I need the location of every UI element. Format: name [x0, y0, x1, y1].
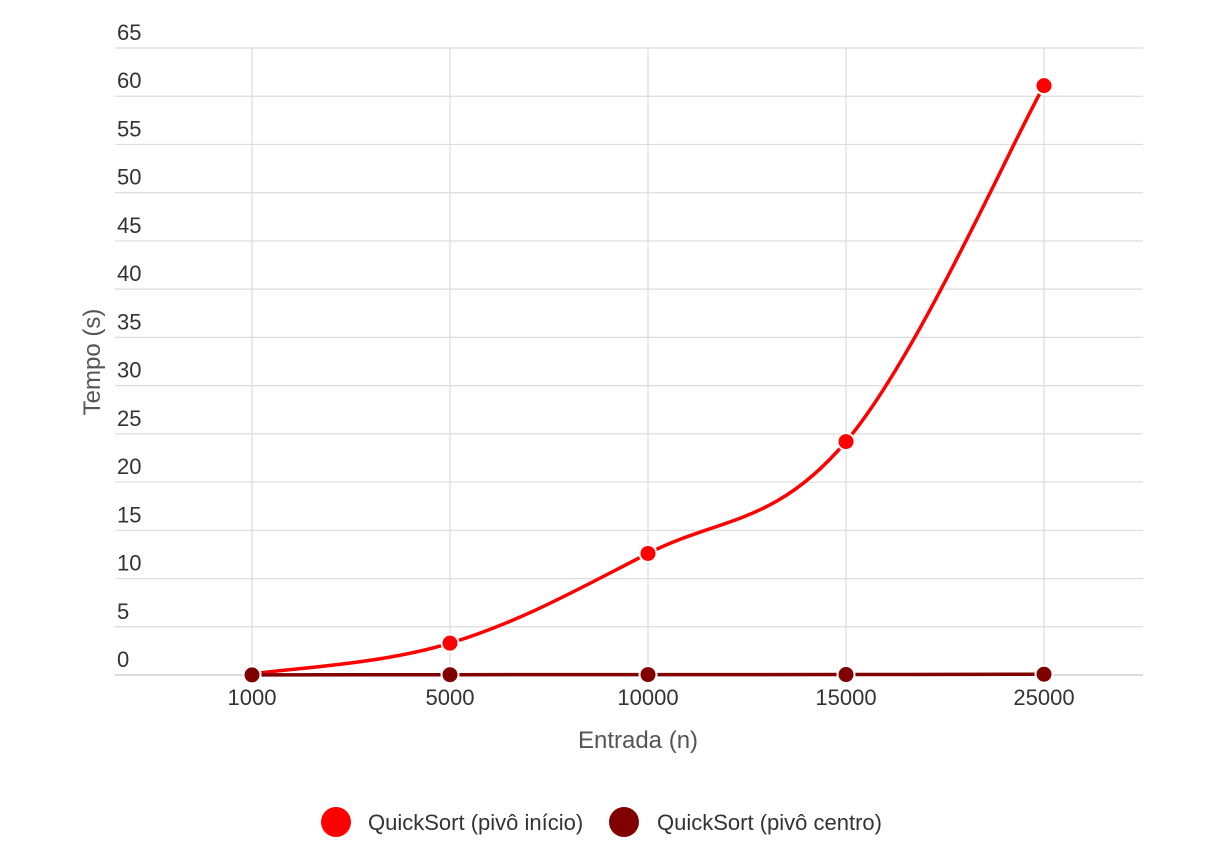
legend: QuickSort (pivô início) QuickSort (pivô …	[321, 807, 882, 837]
data-point-series-1[interactable]	[836, 432, 856, 452]
y-tick-label: 20	[117, 454, 141, 479]
data-point-series-1[interactable]	[1034, 76, 1054, 96]
x-tick-label: 10000	[617, 685, 678, 710]
legend-item-series-2[interactable]: QuickSort (pivô centro)	[609, 807, 882, 837]
x-axis-ticks: 1000 5000 10000 15000 25000	[228, 685, 1075, 710]
x-tick-label: 15000	[815, 685, 876, 710]
data-point-series-2[interactable]	[440, 665, 460, 685]
grid	[115, 47, 1143, 676]
series-line-1	[250, 83, 1046, 676]
series-points	[242, 76, 1054, 685]
y-tick-label: 60	[117, 68, 141, 93]
y-tick-label: 10	[117, 551, 141, 576]
y-tick-label: 45	[117, 213, 141, 238]
x-tick-label: 1000	[228, 685, 277, 710]
y-tick-label: 5	[117, 599, 129, 624]
legend-swatch-series-1	[321, 807, 351, 837]
x-tick-label: 25000	[1013, 685, 1074, 710]
y-tick-label: 40	[117, 261, 141, 286]
y-tick-label: 25	[117, 406, 141, 431]
data-point-series-1[interactable]	[440, 633, 460, 653]
data-point-series-2[interactable]	[1034, 664, 1054, 684]
y-tick-label: 15	[117, 502, 141, 527]
y-tick-label: 50	[117, 165, 141, 190]
y-tick-label: 30	[117, 358, 141, 383]
y-axis-title: Tempo (s)	[79, 309, 106, 416]
x-tick-label: 5000	[426, 685, 475, 710]
legend-label-series-2: QuickSort (pivô centro)	[657, 810, 882, 835]
x-axis-title: Entrada (n)	[578, 727, 698, 754]
y-axis-ticks: 0 5 10 15 20 25 30 35 40 45 50 55 60 65	[117, 20, 141, 672]
data-point-series-2[interactable]	[242, 665, 262, 685]
legend-item-series-1[interactable]: QuickSort (pivô início)	[321, 807, 583, 837]
legend-swatch-series-2	[609, 807, 639, 837]
data-point-series-2[interactable]	[836, 665, 856, 685]
legend-label-series-1: QuickSort (pivô início)	[368, 810, 583, 835]
data-point-series-2[interactable]	[638, 665, 658, 685]
y-tick-label: 35	[117, 309, 141, 334]
data-point-series-1[interactable]	[638, 543, 658, 563]
y-tick-label: 0	[117, 647, 129, 672]
y-tick-label: 55	[117, 116, 141, 141]
y-tick-label: 65	[117, 20, 141, 45]
